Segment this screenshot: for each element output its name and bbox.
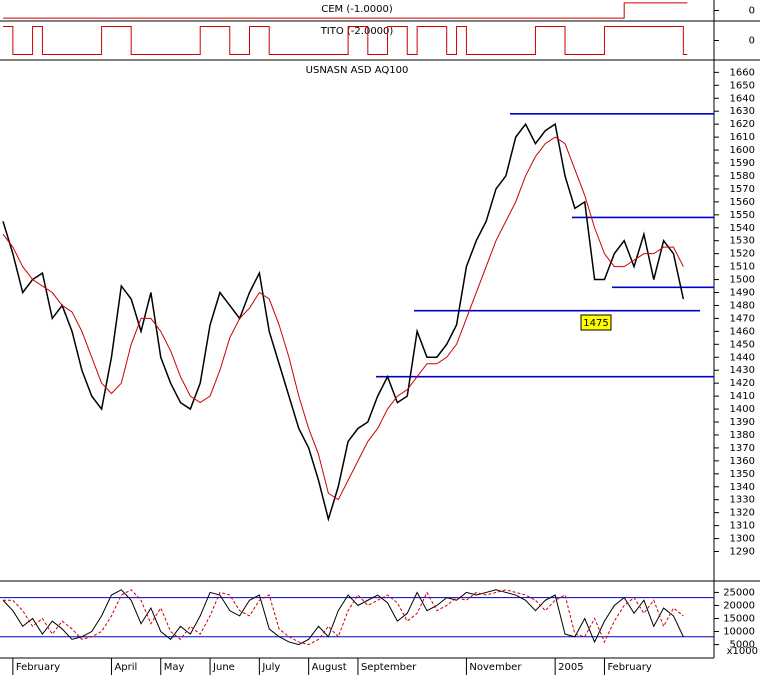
series-line: [2, 589, 684, 646]
y-tick-label: 0: [749, 36, 755, 47]
y-tick-label: 1530: [730, 236, 755, 247]
y-tick-label: 1370: [730, 443, 755, 454]
y-tick-label: 5000: [730, 640, 755, 651]
x-tick-label: February: [607, 662, 651, 673]
y-tick-label: 1600: [730, 145, 755, 156]
y-tick-label: 1360: [730, 456, 755, 467]
series-line: [2, 122, 685, 522]
y-tick-label: 1350: [730, 469, 755, 480]
y-tick-label: 1650: [730, 80, 755, 91]
x-tick-label: June: [212, 662, 235, 673]
y-tick-label: 1540: [730, 223, 755, 234]
y-tick-label: 1660: [730, 67, 755, 78]
y-tick-label: 1330: [730, 495, 755, 506]
y-tick-label: 1300: [730, 534, 755, 545]
y-tick-label: 1310: [730, 521, 755, 532]
y-tick-label: 1620: [730, 119, 755, 130]
panel-title: CEM (-1.0000): [321, 4, 393, 15]
y-tick-label: 1640: [730, 93, 755, 104]
x-tick-label: May: [164, 662, 185, 673]
x-tick-label: February: [16, 662, 60, 673]
y-tick-label: 1510: [730, 262, 755, 273]
y-tick-label: 1470: [730, 313, 755, 324]
y-tick-label: 1560: [730, 197, 755, 208]
y-unit-label: x1000: [727, 646, 758, 657]
y-tick-label: 0: [749, 6, 755, 17]
x-tick-label: August: [312, 662, 347, 673]
y-tick-label: 1390: [730, 417, 755, 428]
x-tick-label: November: [469, 662, 522, 673]
y-tick-label: 1500: [730, 275, 755, 286]
y-tick-label: 1520: [730, 249, 755, 260]
y-tick-label: 1380: [730, 430, 755, 441]
y-tick-label: 1460: [730, 326, 755, 337]
y-tick-label: 1410: [730, 391, 755, 402]
y-tick-label: 10000: [723, 627, 755, 638]
y-tick-label: 1570: [730, 184, 755, 195]
x-tick-label: July: [261, 662, 280, 673]
y-tick-label: 1340: [730, 482, 755, 493]
x-tick-label: September: [361, 662, 417, 673]
series-line: [3, 26, 688, 55]
annotation: 1475: [583, 318, 608, 329]
series-line: [2, 136, 684, 501]
y-tick-label: 20000: [723, 600, 755, 611]
y-tick-label: 1320: [730, 508, 755, 519]
panel-title: USNASN ASD AQ100: [306, 65, 409, 76]
y-tick-label: 1400: [730, 404, 755, 415]
x-tick-label: April: [114, 662, 137, 673]
series-line: [3, 589, 684, 646]
y-tick-label: 1610: [730, 132, 755, 143]
panel-title: TITO (-2.0000): [320, 26, 394, 37]
x-tick-label: 2005: [558, 662, 583, 673]
y-tick-label: 1550: [730, 210, 755, 221]
y-tick-label: 1490: [730, 288, 755, 299]
y-tick-label: 1590: [730, 158, 755, 169]
y-tick-label: 15000: [723, 614, 755, 625]
series-line: [3, 2, 688, 19]
y-tick-label: 1430: [730, 365, 755, 376]
y-tick-label: 1580: [730, 171, 755, 182]
y-tick-label: 1290: [730, 547, 755, 558]
y-tick-label: 1440: [730, 352, 755, 363]
y-tick-label: 1480: [730, 300, 755, 311]
y-tick-label: 25000: [723, 587, 755, 598]
annotation-box: [580, 314, 612, 331]
y-tick-label: 1450: [730, 339, 755, 350]
y-tick-label: 1630: [730, 106, 755, 117]
y-tick-label: 1420: [730, 378, 755, 389]
